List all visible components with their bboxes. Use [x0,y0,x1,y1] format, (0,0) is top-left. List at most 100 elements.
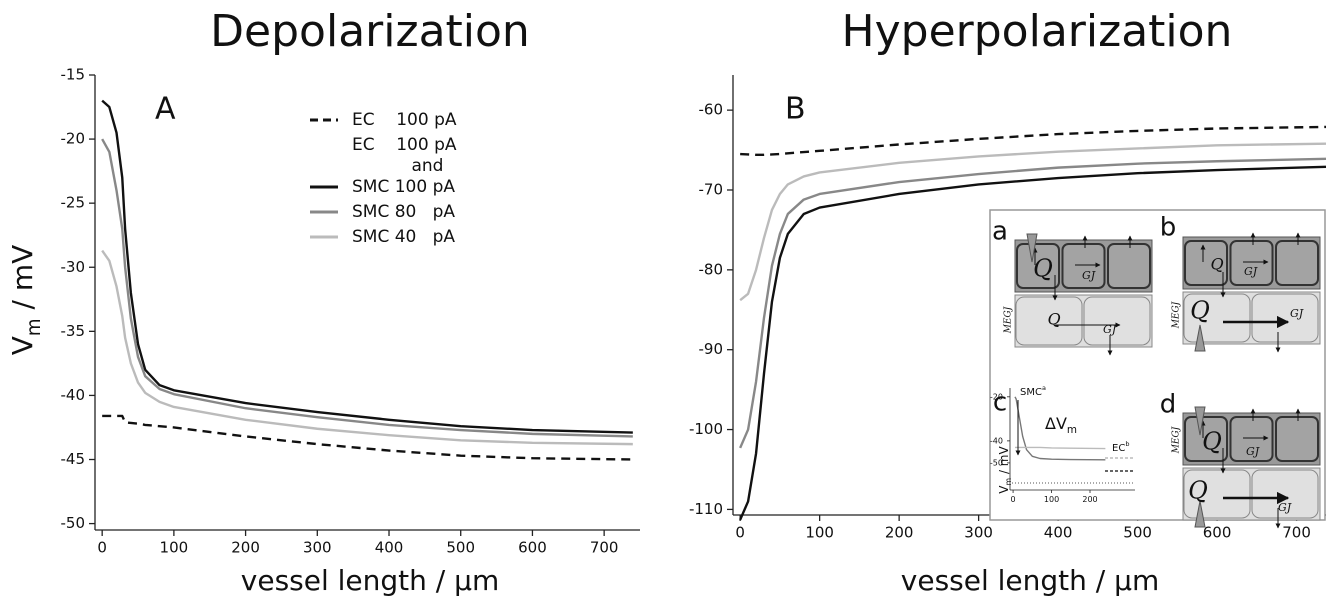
y-tick-label: -70 [699,180,724,198]
y-axis-label-part: / mV [997,446,1011,478]
gj-label: GJ [1244,265,1258,278]
series-line [101,249,633,446]
curve-label: SMCa [1020,384,1046,398]
panel-label: d [1160,390,1177,420]
legend-label: SMC 80 pA [352,202,455,222]
y-axis-label-part: m [24,318,45,336]
smc-cell [1107,243,1151,289]
q-label: Q [1033,255,1053,283]
q-label: Q [1210,255,1223,274]
y-tick-label: -50 [61,514,86,532]
y-tick-label: -20 [61,130,86,148]
y-tick-label: -110 [689,500,723,518]
smc-cell [1275,240,1319,286]
electrode [1194,500,1206,528]
panel-label: A [155,92,176,127]
gj-label: GJ [1082,269,1096,282]
megj-label: MEGJ [1172,425,1182,454]
x-tick-label: 200 [885,524,914,542]
delta-label: ΔVm [1045,414,1077,437]
gj-label: GJ [1103,323,1117,336]
x-tick-label: 700 [590,539,619,557]
x-tick-label: 400 [375,539,404,557]
legend-label: EC 100 pA and SMC 100 pA [352,135,457,197]
x-tick-label: 300 [964,524,993,542]
x-tick-label: 500 [1123,524,1152,542]
y-tick-label: -80 [699,260,724,278]
curve-label: ECb [1112,440,1129,454]
curve-label-part: SMC [1020,387,1042,398]
curve-label-part: EC [1112,443,1125,454]
megj-label: MEGJ [1004,305,1014,334]
series-line [739,157,1327,449]
delta-label-part: m [1067,424,1077,436]
panel-label: B [785,92,806,127]
gj-label: GJ [1278,501,1292,514]
y-axis-label: Vm / mV [6,245,45,356]
y-tick-label: -50 [990,458,1003,467]
smc-cell [1229,240,1274,286]
y-tick-label: -60 [699,101,724,119]
q-label: Q [1188,477,1208,505]
x-tick-label: 100 [805,524,834,542]
x-tick-label: 600 [1203,524,1232,542]
curve-label-part: b [1125,440,1129,448]
y-tick-label: -20 [990,392,1003,401]
megj-label: MEGJ [1172,300,1182,329]
y-axis-label-part: m [1004,478,1013,486]
x-tick-label: 100 [160,539,189,557]
q-label: Q [1202,428,1222,456]
y-axis-label-part: V [6,336,39,355]
x-tick-label: 600 [518,539,547,557]
y-tick-label: -45 [61,450,86,468]
x-tick-label: 200 [1082,495,1097,504]
smc-cell [1229,416,1274,462]
y-tick-label: -40 [990,436,1003,445]
x-tick-label: 700 [1282,524,1311,542]
electrode [1026,233,1038,263]
x-tick-label: 200 [231,539,260,557]
panel-label: b [1160,213,1177,243]
y-tick-label: -35 [61,322,86,340]
y-tick-label: -90 [699,340,724,358]
chart-title: Depolarization [210,6,530,57]
series-line [740,125,1327,157]
x-tick-label: 300 [303,539,332,557]
delta-label-part: ΔV [1045,414,1067,433]
y-tick-label: -25 [61,194,86,212]
gj-label: GJ [1290,307,1304,320]
x-tick-label: 500 [446,539,475,557]
q-label: Q [1190,297,1210,325]
x-tick-label: 0 [97,539,107,557]
legend-label: SMC 40 pA [352,227,455,247]
panel-label: a [992,217,1008,247]
y-axis-label-part: V [997,485,1011,494]
x-tick-label: 0 [1011,495,1016,504]
y-tick-label: -100 [689,420,723,438]
ec-cell [1083,296,1151,346]
y-axis-label-part: / mV [6,245,39,319]
series-line [102,414,633,461]
y-tick-label: -40 [61,386,86,404]
panel-label: c [993,388,1007,418]
electrode [1194,406,1206,436]
smc-cell [1061,243,1106,289]
y-tick-label: -30 [61,258,86,276]
y-tick-label: -15 [61,66,86,84]
smc-cell [1184,240,1228,286]
chart-title: Hyperpolarization [842,6,1233,57]
q-label: Q [1047,310,1060,329]
legend-label: EC 100 pA [352,110,457,130]
y-axis-label: Vm / mV [997,446,1013,494]
smc-cell [1184,416,1228,462]
series-line [101,99,633,434]
gj-label: GJ [1246,445,1260,458]
x-tick-label: 400 [1044,524,1073,542]
smc-cell [1016,243,1060,289]
series-line [739,142,1327,302]
smc-cell [1275,416,1319,462]
x-tick-label: 0 [735,524,745,542]
x-axis-label: vessel length / μm [241,564,499,597]
electrode [1194,324,1206,352]
